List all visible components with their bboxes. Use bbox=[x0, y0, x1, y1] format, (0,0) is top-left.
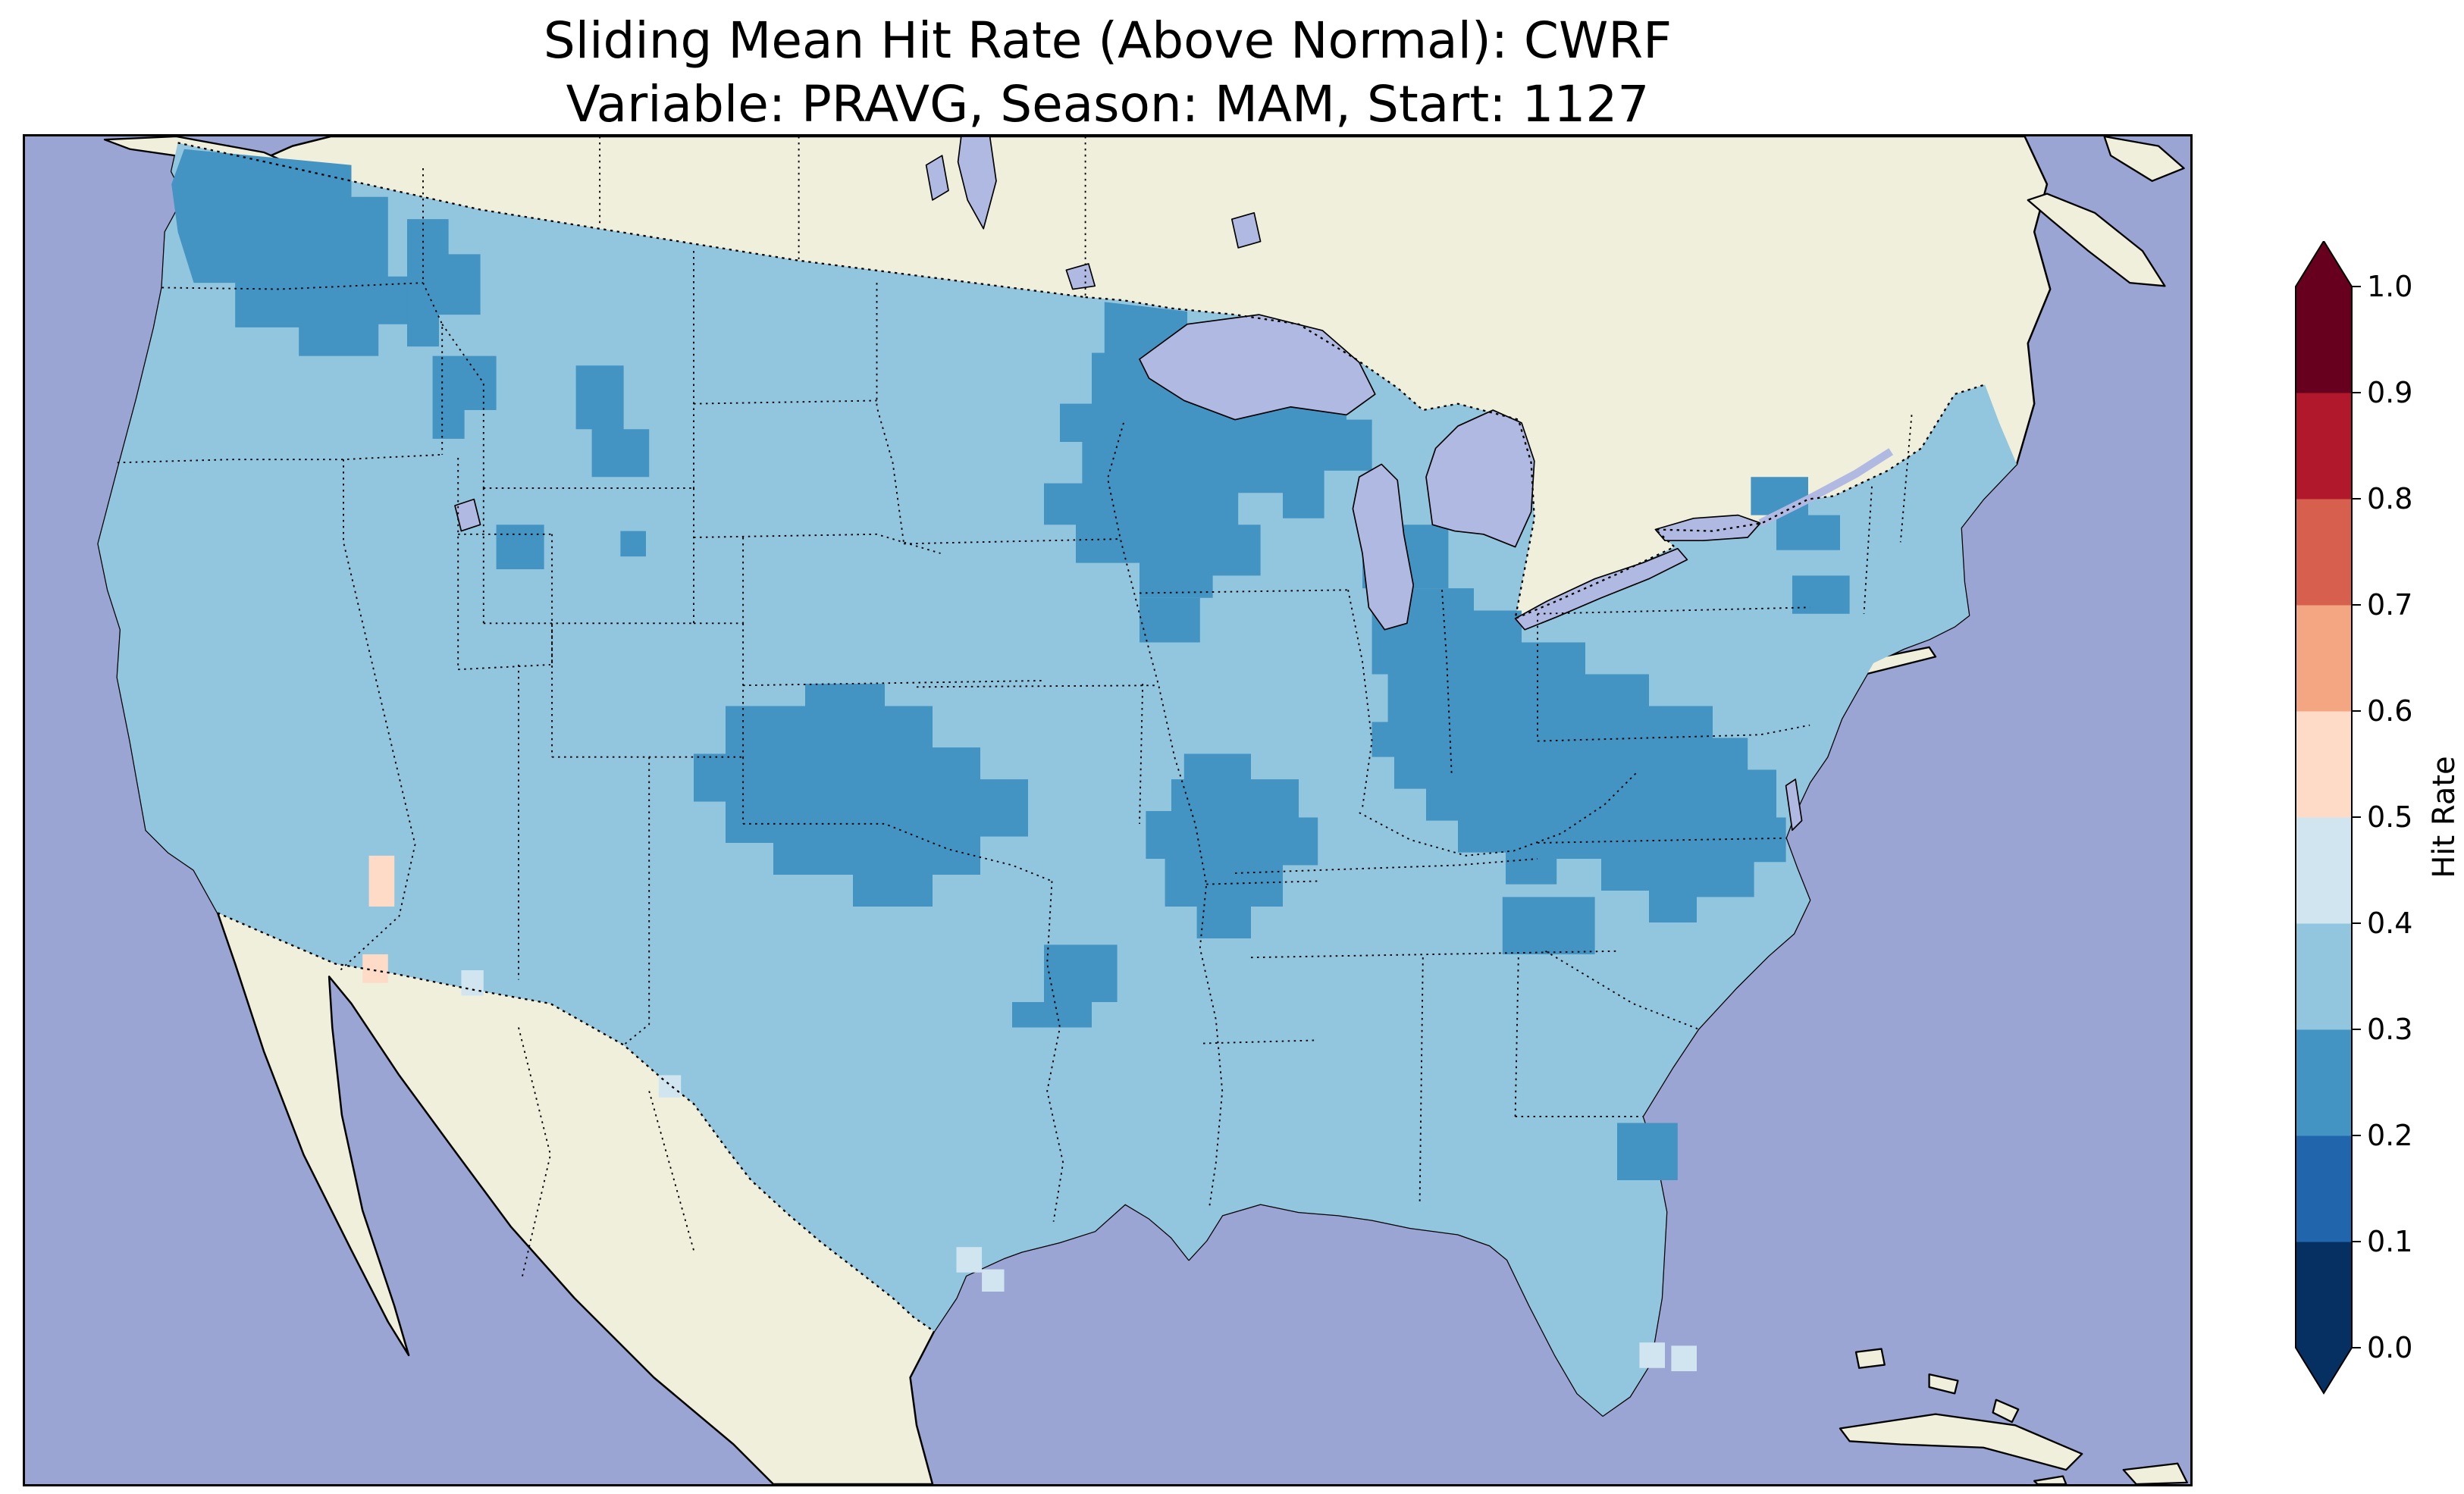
us-hit-rate-region bbox=[98, 143, 2017, 1416]
state-border bbox=[161, 282, 424, 290]
hit-rate-patch-dark bbox=[620, 531, 646, 557]
state-border bbox=[623, 756, 650, 1046]
river bbox=[1758, 448, 1894, 527]
hit-rate-cell-light bbox=[1639, 1342, 1665, 1368]
colorbar-canvas: 1.0 0.9 0.8 0.7 0.6 0.5 0.4 0.3 0.2 0.1 0.0 Hit Rat… bbox=[2295, 241, 2462, 1395]
colorbar-label: Hit Rate bbox=[2427, 756, 2462, 878]
state-border bbox=[693, 533, 941, 554]
plot-title-line1: Sliding Mean Hit Rate (Above Normal): CW… bbox=[543, 11, 1672, 70]
colorbar-tick-label: 0.2 bbox=[2367, 1119, 2412, 1152]
plot-title: Sliding Mean Hit Rate (Above Normal): CW… bbox=[23, 9, 2193, 137]
hit-rate-cell-light bbox=[982, 1269, 1005, 1292]
colorbar-tick-label: 0.4 bbox=[2367, 907, 2412, 940]
country-border bbox=[1085, 296, 1986, 620]
hit-rate-patch-dark bbox=[1372, 588, 1786, 922]
state-border bbox=[743, 679, 1045, 687]
hit-rate-patch-dark bbox=[694, 684, 1028, 907]
lake bbox=[1352, 463, 1415, 631]
state-border bbox=[1359, 772, 1637, 857]
lake bbox=[925, 155, 949, 201]
colorbar-tick-label: 0.9 bbox=[2367, 376, 2412, 409]
island bbox=[2122, 1462, 2188, 1484]
lake bbox=[1785, 778, 1803, 832]
state-border bbox=[693, 399, 877, 405]
hit-rate-cell-light bbox=[1671, 1345, 1697, 1371]
colorbar-tick-label: 1.0 bbox=[2367, 270, 2412, 303]
state-border bbox=[1139, 684, 1144, 824]
state-border bbox=[340, 459, 416, 971]
hit-rate-patch-dark bbox=[1792, 575, 1850, 614]
colorbar-bin bbox=[2296, 605, 2352, 712]
state-border bbox=[1347, 590, 1373, 808]
colorbar-bin bbox=[2296, 393, 2352, 500]
hit-rate-cell-pale_warm bbox=[362, 954, 388, 983]
lake bbox=[1065, 263, 1096, 290]
lake bbox=[1230, 211, 1262, 249]
colorbar-bin bbox=[2296, 923, 2352, 1030]
colorbar-tick-label: 0.7 bbox=[2367, 588, 2412, 622]
island bbox=[1854, 1348, 1886, 1369]
map-axes bbox=[23, 134, 2193, 1486]
colorbar-tick-label: 0.3 bbox=[2367, 1013, 2412, 1046]
colorbar-bin bbox=[2296, 1242, 2352, 1348]
colorbar-tick-label: 0.0 bbox=[2367, 1331, 2412, 1364]
island bbox=[2027, 193, 2166, 287]
lake bbox=[454, 498, 481, 532]
state-border bbox=[1139, 589, 1349, 594]
colorbar-bin bbox=[2296, 711, 2352, 818]
admin-border bbox=[518, 1027, 551, 1279]
colorbar-bin bbox=[2296, 1029, 2352, 1136]
hit-rate-cell-light bbox=[956, 1247, 983, 1273]
state-border bbox=[117, 453, 443, 464]
state-border bbox=[1107, 422, 1224, 1206]
country-border bbox=[217, 912, 935, 1333]
hit-rate-patch-dark bbox=[1146, 753, 1318, 938]
colorbar-tick-label: 0.8 bbox=[2367, 482, 2412, 515]
colorbar-bin bbox=[2296, 499, 2352, 606]
lake bbox=[957, 136, 997, 230]
island bbox=[1839, 1413, 2083, 1471]
country-border bbox=[177, 142, 1086, 299]
colorbar-tick-label: 0.5 bbox=[2367, 800, 2412, 834]
colorbar: 1.0 0.9 0.8 0.7 0.6 0.5 0.4 0.3 0.2 0.1 0.0 Hit Rat… bbox=[2288, 241, 2464, 1402]
hit-rate-patch-dark bbox=[1012, 944, 1118, 1028]
state-border bbox=[916, 684, 1159, 688]
state-border bbox=[1441, 590, 1453, 773]
state-border bbox=[1250, 950, 1618, 959]
hit-rate-patch-dark bbox=[575, 365, 650, 478]
map-canvas bbox=[25, 136, 2190, 1484]
colorbar-extend-upper bbox=[2296, 241, 2352, 287]
state-border bbox=[1537, 837, 1786, 844]
hit-rate-patch-dark bbox=[171, 149, 423, 356]
lake bbox=[1654, 514, 1761, 542]
colorbar-tick-label: 0.6 bbox=[2367, 694, 2412, 728]
plot-title-line2: Variable: PRAVG, Season: MAM, Start: 112… bbox=[566, 75, 1650, 134]
colorbar-bin bbox=[2296, 287, 2352, 393]
hit-rate-cell-pale_warm bbox=[368, 855, 395, 907]
state-border bbox=[1537, 724, 1810, 742]
state-border bbox=[1202, 1039, 1318, 1045]
hit-rate-patch-dark bbox=[1617, 1123, 1678, 1181]
state-border bbox=[1514, 957, 1519, 1117]
colorbar-bin bbox=[2296, 817, 2352, 924]
colorbar-tick-label: 0.1 bbox=[2367, 1225, 2412, 1258]
hit-rate-patch-dark bbox=[1502, 897, 1595, 954]
state-border bbox=[876, 283, 905, 544]
lake bbox=[1514, 547, 1688, 631]
island bbox=[2033, 1475, 2067, 1484]
island bbox=[2103, 136, 2185, 182]
hit-rate-cell-light bbox=[658, 1075, 682, 1098]
island bbox=[1992, 1398, 2020, 1424]
hit-rate-patch-dark bbox=[1751, 477, 1840, 550]
lake bbox=[1425, 409, 1535, 548]
island bbox=[1928, 1373, 1959, 1395]
hit-rate-patch-dark bbox=[432, 355, 497, 439]
hit-rate-patch-dark bbox=[496, 525, 544, 569]
state-border bbox=[1206, 880, 1318, 885]
hit-rate-patch-dark bbox=[1140, 597, 1200, 643]
colorbar-extend-lower bbox=[2296, 1348, 2352, 1393]
colorbar-bin bbox=[2296, 1135, 2352, 1242]
state-border bbox=[1234, 858, 1538, 874]
